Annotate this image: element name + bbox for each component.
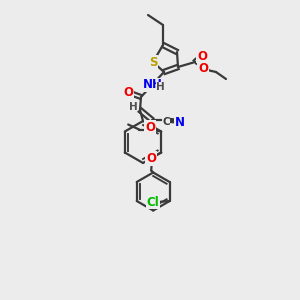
- Text: O: O: [145, 121, 155, 134]
- Text: O: O: [198, 62, 208, 76]
- Text: NH: NH: [143, 79, 163, 92]
- Text: Cl: Cl: [146, 196, 159, 208]
- Text: H: H: [129, 102, 137, 112]
- Text: C: C: [162, 117, 170, 127]
- Text: N: N: [175, 116, 185, 128]
- Text: O: O: [146, 152, 156, 165]
- Text: O: O: [123, 86, 133, 100]
- Text: O: O: [197, 50, 207, 62]
- Text: S: S: [149, 56, 157, 68]
- Text: H: H: [156, 82, 164, 92]
